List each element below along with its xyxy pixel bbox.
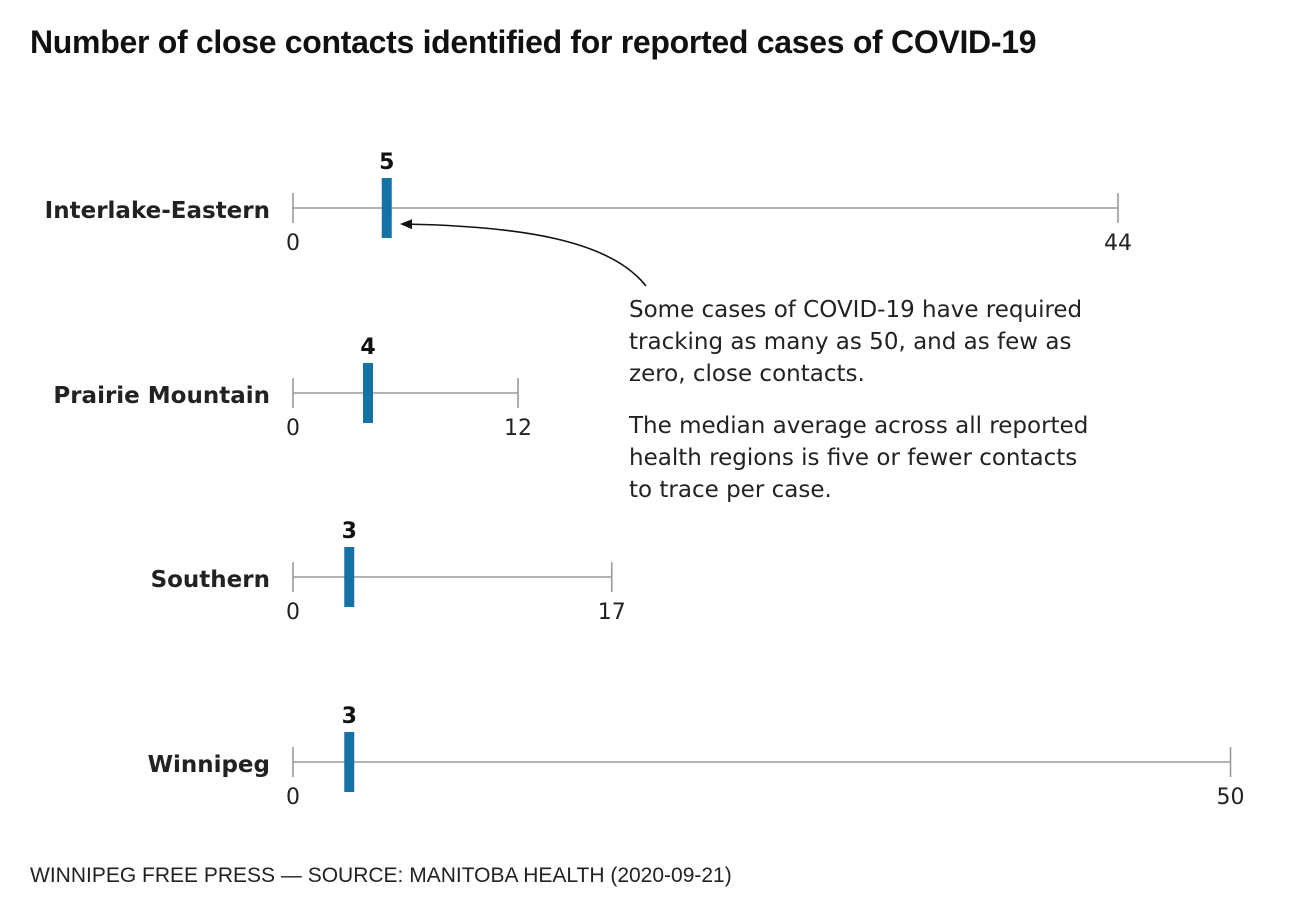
min-label: 0 xyxy=(286,600,300,625)
median-label: 5 xyxy=(379,150,394,175)
median-label: 3 xyxy=(342,519,357,544)
median-label: 4 xyxy=(360,335,375,360)
median-marker xyxy=(344,732,355,792)
max-label: 50 xyxy=(1217,785,1245,810)
annotation: Some cases of COVID-19 have required tra… xyxy=(629,294,1099,526)
min-label: 0 xyxy=(286,785,300,810)
region-label: Southern xyxy=(151,567,270,593)
max-label: 12 xyxy=(504,416,532,441)
source-credit: WINNIPEG FREE PRESS — SOURCE: MANITOBA H… xyxy=(30,864,732,887)
region-label: Winnipeg xyxy=(148,752,270,778)
median-label: 3 xyxy=(342,704,357,729)
annotation-text-2: The median average across all reported h… xyxy=(629,413,1089,503)
annotation-arrow xyxy=(400,219,647,287)
median-marker xyxy=(381,178,392,238)
min-label: 0 xyxy=(286,231,300,256)
max-label: 17 xyxy=(598,600,626,625)
median-marker xyxy=(344,547,355,607)
max-label: 44 xyxy=(1104,231,1132,256)
region-label: Interlake-Eastern xyxy=(45,198,270,224)
annotation-text-1: Some cases of COVID-19 have required tra… xyxy=(629,297,1083,387)
min-label: 0 xyxy=(286,416,300,441)
median-marker xyxy=(363,363,373,423)
chart-rows: Interlake-Eastern 0 44 5 Prairie Mountain 0 12… xyxy=(45,150,1245,810)
chart-title: Number of close contacts identified for … xyxy=(30,24,1037,60)
region-label: Prairie Mountain xyxy=(53,383,270,409)
